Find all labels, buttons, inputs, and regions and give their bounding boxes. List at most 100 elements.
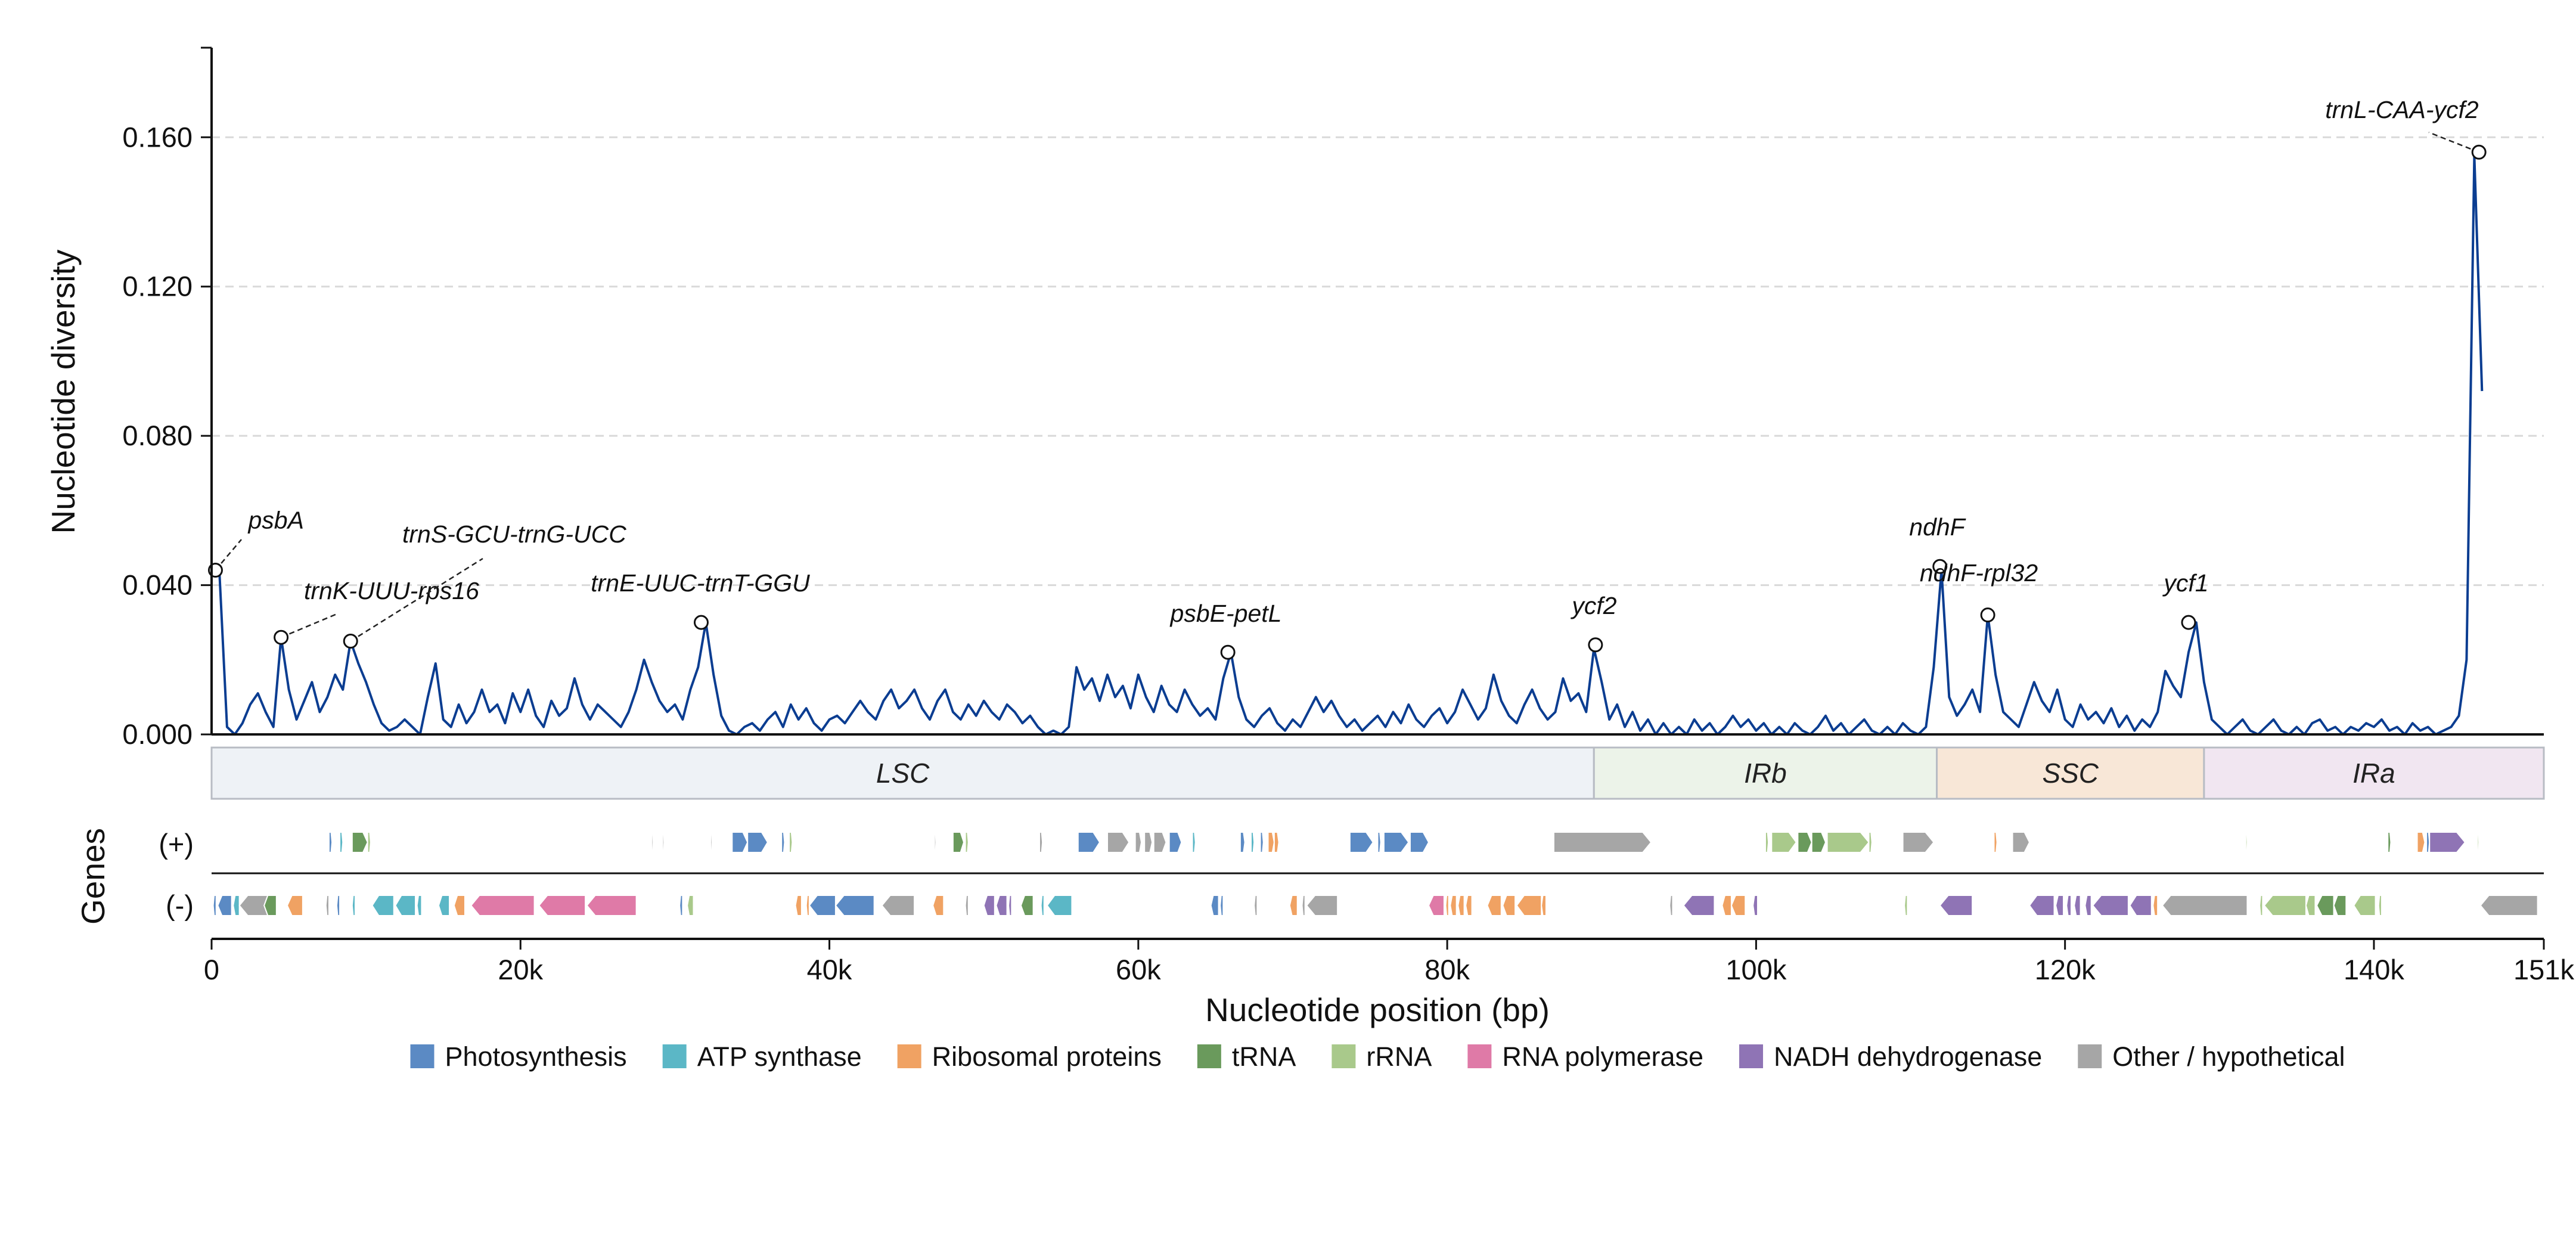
gene-minus — [805, 895, 810, 916]
legend-label: NADH dehydrogenase — [1774, 1041, 2042, 1072]
gene-minus — [1516, 895, 1543, 916]
gene-plus — [651, 832, 654, 853]
gene-minus — [1683, 895, 1715, 916]
gene-plus — [2476, 832, 2480, 853]
strand-minus-label: (-) — [166, 889, 194, 921]
peak-marker — [274, 629, 289, 645]
gene-minus — [2161, 895, 2248, 916]
gene-minus — [1020, 895, 1034, 916]
gene-minus — [2378, 895, 2382, 916]
gene-minus — [325, 895, 330, 916]
peak-label: ycf2 — [1570, 592, 1616, 619]
peak-annotations: psbA trnK-UUU-rps16 trnS-GCU-trnG-UCC trnE-… — [207, 96, 2487, 660]
x-tick-label: 60k — [1116, 954, 1161, 985]
region-label: IRa — [2352, 758, 2395, 789]
gene-plus — [1153, 832, 1167, 853]
region-ira — [2203, 746, 2545, 800]
region-ssc — [1936, 746, 2205, 800]
gene-plus — [1239, 832, 1246, 853]
x-axis-title: Nucleotide position (bp) — [1205, 991, 1550, 1028]
legend-swatch — [662, 1044, 687, 1068]
region-label: LSC — [876, 758, 930, 789]
gene-plus — [710, 832, 713, 853]
gene-minus — [437, 895, 451, 916]
y-axis-title: Nucleotide diversity — [45, 249, 82, 534]
legend-label: ATP synthase — [697, 1041, 862, 1072]
gene-plus — [933, 832, 937, 853]
peak-label: psbA — [247, 507, 303, 534]
gene-minus — [1040, 895, 1045, 916]
gene-minus — [2353, 895, 2376, 916]
gene-minus — [1721, 895, 1732, 916]
legend-label: RNA polymerase — [1502, 1041, 1703, 1072]
peak-label: ndhF — [1909, 513, 1966, 541]
gene-minus — [1939, 895, 1973, 916]
gene-minus — [794, 895, 802, 916]
gene-plus — [1797, 832, 1812, 853]
axes: 0.000 0.040 0.080 0.120 0.160 0 20k 40k 60k 80k 10… — [122, 46, 2574, 985]
region-label: IRb — [1744, 758, 1787, 789]
legend-label: Photosynthesis — [445, 1041, 627, 1072]
gene-minus — [1427, 895, 1445, 916]
gene-minus — [1219, 895, 1224, 916]
gene-minus — [2055, 895, 2065, 916]
gene-plus — [1553, 832, 1652, 853]
peak-marker — [693, 615, 709, 630]
peak-label: psbE-petL — [1169, 600, 1282, 627]
diversity-line — [212, 154, 2484, 736]
gene-minus — [808, 895, 836, 916]
gene-minus — [983, 895, 995, 916]
gene-minus — [1306, 895, 1339, 916]
gene-minus — [1289, 895, 1298, 916]
gene-plus — [789, 832, 793, 853]
gene-plus — [2245, 832, 2248, 853]
gene-minus — [1008, 895, 1013, 916]
gene-plus — [781, 832, 786, 853]
gene-minus — [1730, 895, 1746, 916]
gene-minus — [2263, 895, 2307, 916]
legend-swatch — [1332, 1044, 1356, 1068]
peak-marker — [1220, 644, 1236, 660]
gene-plus — [351, 832, 368, 853]
peak-marker — [1588, 637, 1603, 653]
peak-marker — [2181, 615, 2196, 630]
gene-plus — [1868, 832, 1873, 853]
x-tick-label: 40k — [807, 954, 852, 985]
gene-minus — [232, 895, 240, 916]
strand-plus-label: (+) — [159, 828, 194, 860]
gene-minus — [286, 895, 303, 916]
gene-track — [212, 832, 2544, 916]
gene-plus — [747, 832, 769, 853]
peak-leader-line — [2428, 131, 2479, 153]
legend-label: tRNA — [1232, 1041, 1296, 1072]
gene-plus — [339, 832, 344, 853]
peak-label: ndhF-rpl32 — [1920, 559, 2038, 587]
gene-plus — [952, 832, 965, 853]
gene-minus — [2092, 895, 2129, 916]
gene-minus — [371, 895, 395, 916]
gene-minus — [263, 895, 277, 916]
gene-minus — [538, 895, 586, 916]
legend-swatch — [2078, 1044, 2102, 1068]
peak-leader-line — [350, 557, 483, 642]
gene-minus — [1450, 895, 1457, 916]
region-label: SSC — [2042, 758, 2099, 789]
gene-plus — [964, 832, 969, 853]
gene-plus — [1144, 832, 1153, 853]
gene-plus — [1134, 832, 1143, 853]
gene-minus — [687, 895, 694, 916]
gene-minus — [1752, 895, 1758, 916]
peak-label: ycf1 — [2162, 569, 2208, 597]
gene-minus — [1457, 895, 1465, 916]
gene-minus — [834, 895, 875, 916]
gene-minus — [212, 895, 217, 916]
x-tick-label: 140k — [2344, 954, 2404, 985]
gene-minus — [1502, 895, 1516, 916]
x-tick-label: 120k — [2035, 954, 2096, 985]
gene-plus — [2416, 832, 2426, 853]
gene-minus — [995, 895, 1008, 916]
gene-minus — [2074, 895, 2081, 916]
peak-label: trnL-CAA-ycf2 — [2325, 96, 2479, 123]
y-tick-label: 0.000 — [122, 718, 193, 750]
